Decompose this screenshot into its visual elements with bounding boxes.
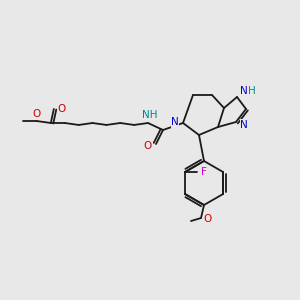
Text: O: O xyxy=(204,214,212,224)
Text: N: N xyxy=(240,120,248,130)
Text: O: O xyxy=(33,109,41,119)
Text: H: H xyxy=(248,86,256,96)
Text: NH: NH xyxy=(142,110,158,120)
Text: N: N xyxy=(240,86,248,96)
Text: O: O xyxy=(144,141,152,151)
Text: O: O xyxy=(58,104,66,114)
Text: F: F xyxy=(201,167,207,177)
Text: N: N xyxy=(171,117,179,127)
